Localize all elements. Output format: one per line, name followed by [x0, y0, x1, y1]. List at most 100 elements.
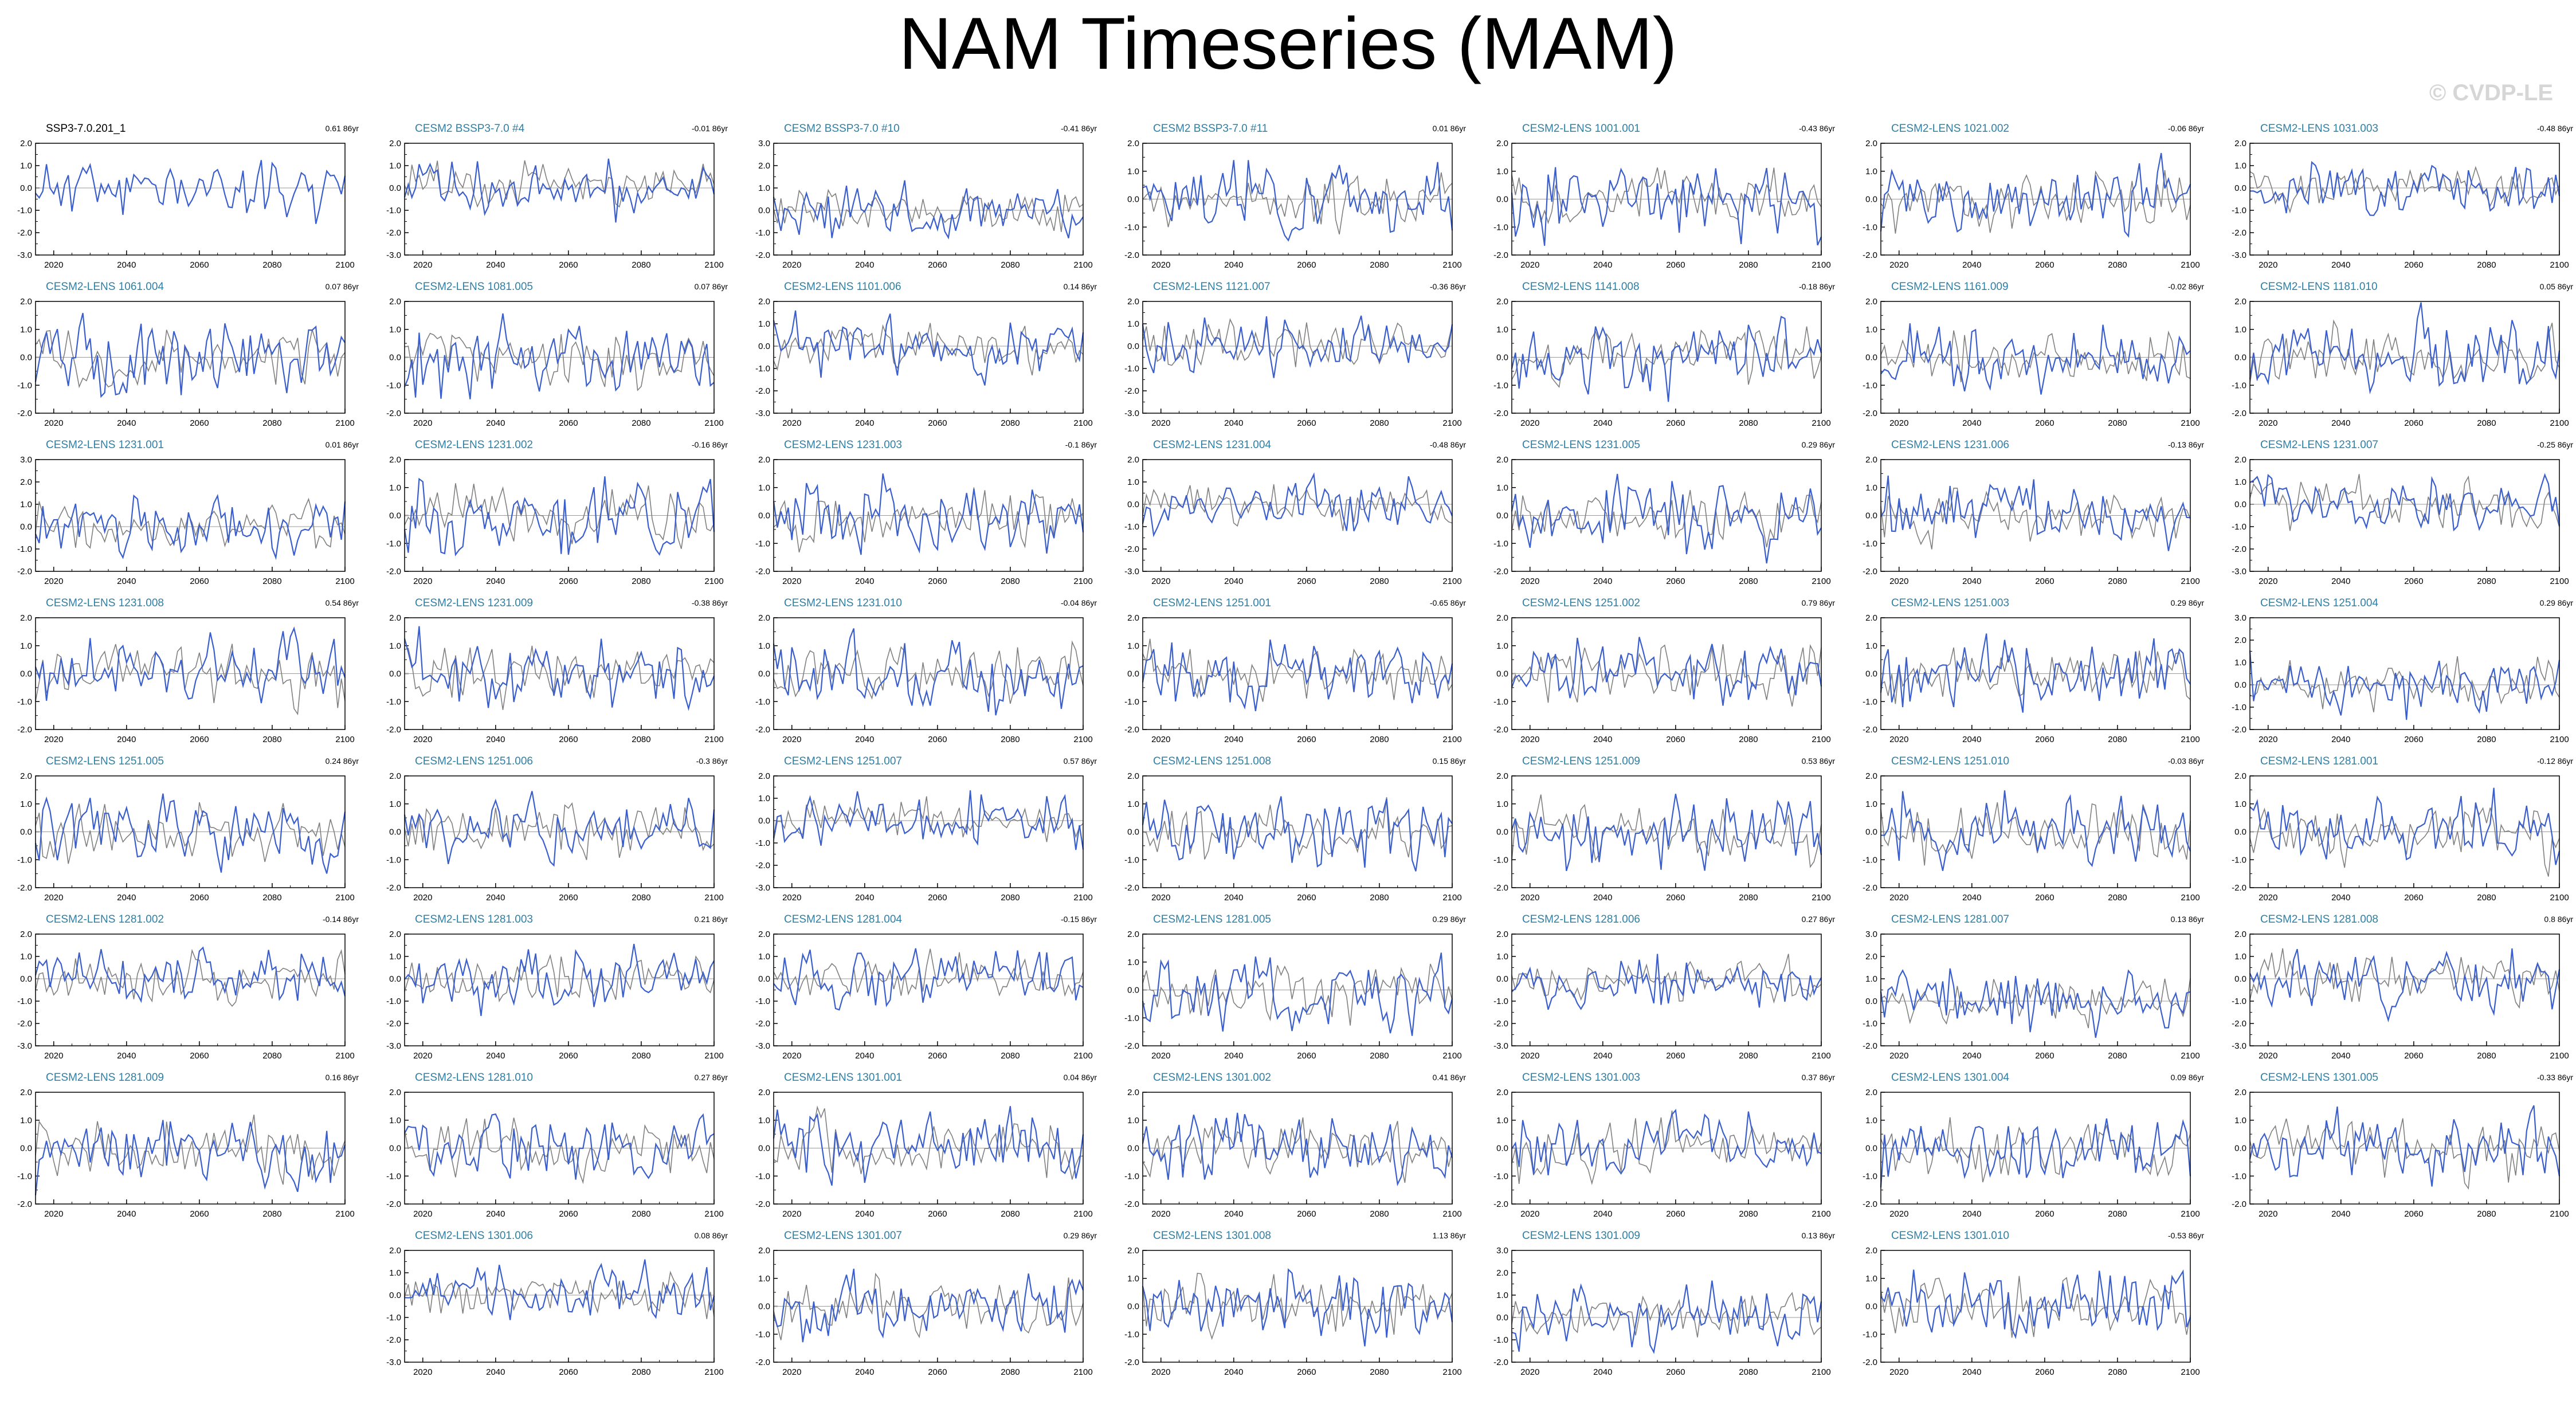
panel-plot: 2.0 1.0 0.0 -1.0 -2.0 -3.0 2020 2040 2060 2080 210… — [17, 139, 355, 270]
y-tick-label: 1.0 — [758, 1274, 770, 1284]
y-tick-label: -3.0 — [755, 883, 770, 893]
y-tick-label: 1.0 — [758, 641, 770, 651]
y-tick-label: -3.0 — [17, 1041, 32, 1051]
x-tick-label: 2080 — [632, 418, 650, 428]
y-tick-label: 2.0 — [1865, 1088, 1877, 1097]
x-tick-label: 2100 — [1073, 735, 1092, 744]
y-tick-label: 2.0 — [20, 613, 32, 623]
member-line — [1880, 1269, 2191, 1339]
timeseries-panel: CESM2-LENS 1301.004 0.09 86yr 2.0 1.0 0.0 -1.… — [1863, 1070, 2204, 1225]
y-tick-label: 1.0 — [2234, 658, 2246, 668]
timeseries-panel: CESM2-LENS 1251.002 0.79 86yr 2.0 1.0 0.0 -1.… — [1493, 596, 1835, 751]
member-line — [1142, 796, 1453, 872]
y-tick-label: 0.0 — [20, 183, 32, 193]
y-tick-label: 2.0 — [1127, 1088, 1139, 1097]
y-tick-label: -1.0 — [2232, 1171, 2246, 1181]
panel-trend: 0.15 86yr — [1432, 756, 1466, 766]
timeseries-panel: CESM2-LENS 1231.010 -0.04 86yr 2.0 1.0 0.0 -1… — [755, 596, 1097, 751]
timeseries-panel: CESM2-LENS 1141.008 -0.18 86yr 2.0 1.0 0.0 -1… — [1493, 280, 1835, 434]
member-line — [2249, 650, 2561, 720]
panel-trend: -0.48 86yr — [1429, 440, 1466, 449]
y-tick-label: -2.0 — [1493, 409, 1508, 418]
page-title: NAM Timeseries (MAM) — [899, 3, 1677, 85]
y-tick-label: 1.0 — [20, 161, 32, 171]
y-tick-label: -2.0 — [1493, 883, 1508, 893]
x-tick-label: 2060 — [928, 576, 947, 586]
x-tick-label: 2020 — [1151, 735, 1170, 744]
panel-title: CESM2-LENS 1231.010 — [784, 597, 902, 609]
panel-title: CESM2-LENS 1231.008 — [46, 597, 164, 609]
panel-trend: -0.38 86yr — [691, 598, 728, 607]
panel-title: CESM2-LENS 1301.001 — [784, 1072, 902, 1084]
timeseries-panel: CESM2-LENS 1081.005 0.07 86yr 2.0 1.0 0.0 -1.… — [386, 280, 728, 434]
y-tick-label: 0.0 — [389, 1144, 401, 1154]
ensemble-line — [404, 1270, 715, 1319]
y-tick-label: -1.0 — [1493, 381, 1508, 390]
x-tick-label: 2040 — [1962, 576, 1981, 586]
y-tick-label: 2.0 — [1127, 139, 1139, 148]
x-tick-label: 2020 — [1889, 1051, 1908, 1061]
y-tick-label: 1.0 — [2234, 799, 2246, 809]
x-tick-label: 2100 — [1442, 735, 1461, 744]
x-tick-label: 2100 — [2181, 576, 2199, 586]
x-tick-label: 2080 — [2108, 418, 2127, 428]
panel-trend: 0.05 86yr — [2539, 282, 2573, 291]
y-tick-label: 1.0 — [1496, 483, 1508, 493]
x-tick-label: 2040 — [486, 1367, 505, 1377]
plot-frame — [1511, 1250, 1822, 1363]
x-tick-label: 2040 — [1962, 418, 1981, 428]
x-tick-label: 2060 — [2035, 1051, 2054, 1061]
y-tick-label: -2.0 — [1493, 725, 1508, 735]
panel-title: CESM2-LENS 1251.006 — [415, 755, 533, 767]
x-tick-label: 2040 — [855, 1209, 874, 1219]
panel-plot: 2.0 1.0 0.0 -1.0 -2.0 -3.0 2020 2040 2060 2080 210… — [1124, 297, 1462, 428]
x-tick-label: 2040 — [855, 260, 874, 270]
member-line — [773, 1106, 1084, 1186]
panel-plot: 2.0 1.0 0.0 -1.0 -2.0 2020 2040 2060 2080 2100 — [1493, 455, 1831, 586]
y-tick-label: 0.0 — [1865, 669, 1877, 679]
panel-plot: 2.0 1.0 0.0 -1.0 -2.0 2020 2040 2060 2080 2100 — [386, 455, 724, 586]
ensemble-line — [1880, 647, 2191, 704]
y-tick-label: -2.0 — [17, 1019, 32, 1029]
x-tick-label: 2060 — [1666, 1367, 1685, 1377]
panel-plot: 2.0 1.0 0.0 -1.0 -2.0 2020 2040 2060 2080 2100 — [1124, 929, 1462, 1061]
y-tick-label: -2.0 — [1124, 1041, 1139, 1051]
x-tick-label: 2080 — [632, 893, 650, 903]
y-tick-label: -1.0 — [1493, 1171, 1508, 1181]
y-tick-label: 2.0 — [20, 1088, 32, 1097]
y-tick-label: 3.0 — [758, 139, 770, 148]
ensemble-line — [1880, 170, 2191, 234]
x-tick-label: 2020 — [413, 893, 432, 903]
y-tick-label: 0.0 — [389, 974, 401, 984]
x-tick-label: 2020 — [44, 1209, 63, 1219]
ensemble-line — [1511, 1111, 1822, 1186]
y-tick-label: 0.0 — [20, 974, 32, 984]
timeseries-panel: CESM2-LENS 1251.007 0.57 86yr 2.0 1.0 0.0 -1.… — [755, 754, 1097, 909]
panel-plot: 2.0 1.0 0.0 -1.0 -2.0 2020 2040 2060 2080 2100 — [755, 1246, 1093, 1377]
plot-frame — [35, 459, 346, 572]
y-tick-label: -1.0 — [1493, 855, 1508, 865]
panel-title: CESM2 BSSP3-7.0 #11 — [1153, 123, 1268, 135]
x-tick-label: 2020 — [44, 260, 63, 270]
x-tick-label: 2080 — [1370, 260, 1389, 270]
ensemble-line — [2249, 656, 2560, 712]
x-tick-label: 2080 — [262, 735, 281, 744]
x-tick-label: 2020 — [1889, 1209, 1908, 1219]
member-line — [1142, 1112, 1453, 1187]
x-tick-label: 2040 — [2331, 893, 2350, 903]
y-tick-label: -2.0 — [1124, 250, 1139, 260]
y-tick-label: 0.0 — [758, 511, 770, 521]
x-tick-label: 2040 — [1962, 735, 1981, 744]
y-tick-label: -1.0 — [2232, 703, 2246, 712]
x-tick-label: 2060 — [2404, 576, 2423, 586]
x-tick-label: 2040 — [117, 1209, 136, 1219]
y-tick-label: -1.0 — [386, 997, 401, 1006]
panel-trend: -0.06 86yr — [2167, 124, 2204, 133]
panel-title: CESM2-LENS 1061.004 — [46, 281, 164, 293]
y-tick-label: -2.0 — [2232, 1199, 2246, 1209]
y-tick-label: 0.0 — [758, 342, 770, 351]
timeseries-panel: CESM2-LENS 1001.001 -0.43 86yr 2.0 1.0 0.0 -1… — [1493, 121, 1835, 276]
x-tick-label: 2100 — [2550, 1051, 2569, 1061]
panel-plot: 3.0 2.0 1.0 0.0 -1.0 -2.0 2020 2040 2060 2080 2100 — [755, 139, 1093, 270]
x-tick-label: 2020 — [782, 1209, 801, 1219]
